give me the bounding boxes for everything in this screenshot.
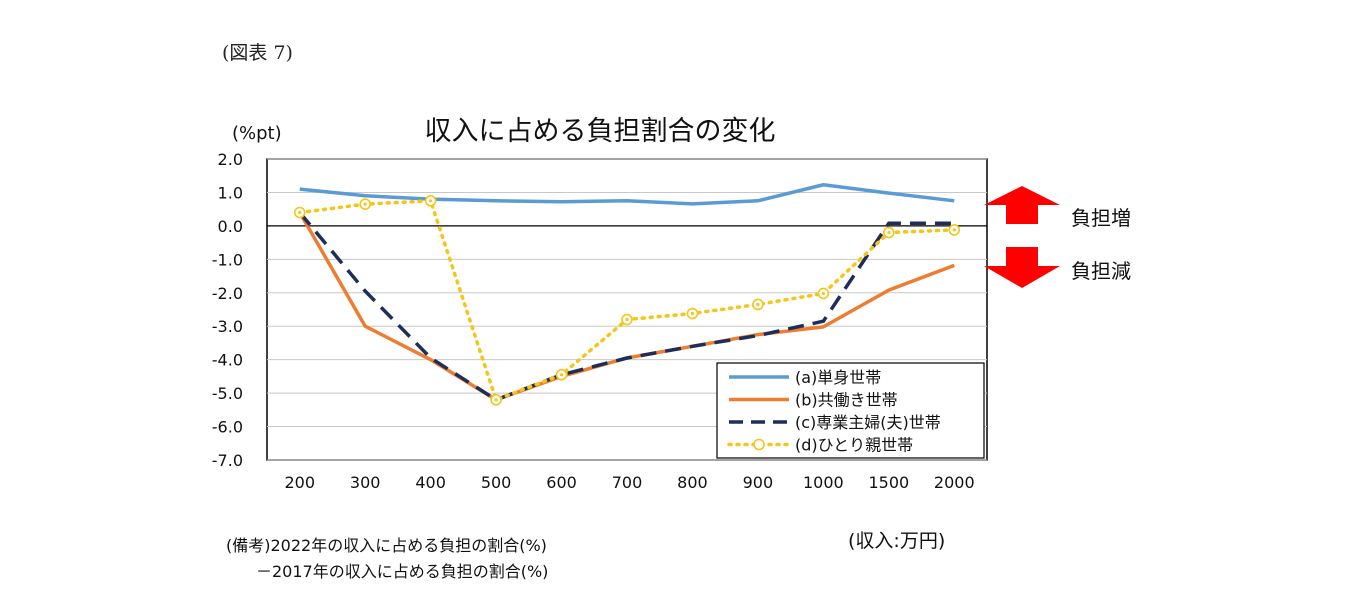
y-tick-label: -2.0 [212, 284, 243, 303]
legend-label: (a)単身世帯 [795, 368, 881, 387]
data-point-core [429, 199, 433, 203]
legend: (a)単身世帯 (b)共働き世帯 (c)専業主婦(夫)世帯 (d)ひとり親世帯 [716, 362, 985, 459]
data-point-core [756, 302, 760, 307]
data-point-core [887, 230, 891, 235]
footnote: (備考)2022年の収入に占める負担の割合(%) －2017年の収入に占める負担の… [226, 533, 548, 585]
y-tick-label: -3.0 [212, 317, 243, 336]
y-tick-label: 1.0 [218, 183, 243, 202]
x-tick-label: 2000 [934, 473, 975, 492]
data-point-core [298, 210, 302, 215]
footnote-line-1: (備考)2022年の収入に占める負担の割合(%) [226, 536, 547, 555]
x-tick-label: 600 [546, 473, 577, 492]
y-axis-unit: (%pt) [232, 123, 282, 144]
x-tick-label: 1000 [803, 473, 844, 492]
y-tick-label: -5.0 [212, 384, 243, 403]
legend-label: (b)共働き世帯 [795, 391, 898, 410]
footnote-line-2: －2017年の収入に占める負担の割合(%) [256, 562, 549, 581]
legend-label: (d)ひとり親世帯 [795, 436, 913, 455]
chart-title: 収入に占める負担割合の変化 [425, 116, 776, 147]
x-tick-label: 500 [481, 473, 512, 492]
data-point-core [363, 202, 367, 206]
x-tick-labels: 200 300 400 500 600 700 800 900 1000 1500 2000 [284, 473, 974, 492]
data-point-core [625, 317, 629, 322]
increase-label: 負担増 [1071, 206, 1131, 230]
x-axis-unit: (収入:万円) [848, 530, 946, 552]
data-point-core [559, 373, 564, 377]
series-lines [293, 183, 961, 406]
series-line [299, 183, 955, 206]
y-tick-label: -7.0 [212, 451, 243, 470]
y-tick-label: -1.0 [212, 250, 243, 269]
y-tick-label: 2.0 [218, 150, 243, 169]
y-tick-label: -6.0 [212, 418, 243, 437]
y-tick-label: 0.0 [218, 217, 243, 236]
x-tick-label: 900 [743, 473, 774, 492]
data-point-core [690, 311, 695, 316]
figure-label: (図表 7) [222, 42, 293, 64]
x-tick-label: 400 [415, 473, 446, 492]
legend-marker [753, 438, 765, 451]
x-tick-label: 300 [350, 473, 381, 492]
increase-arrow-icon [984, 186, 1060, 224]
x-tick-label: 800 [677, 473, 708, 492]
x-tick-label: 200 [284, 473, 315, 492]
data-point-core [952, 228, 956, 232]
legend-label: (c)専業主婦(夫)世帯 [795, 413, 941, 432]
data-point-core [821, 291, 825, 296]
y-tick-label: -4.0 [212, 351, 243, 370]
x-tick-label: 700 [612, 473, 643, 492]
decrease-label: 負担減 [1071, 259, 1131, 283]
decrease-arrow-icon [984, 247, 1060, 288]
x-tick-label: 1500 [868, 473, 909, 492]
y-tick-labels: 2.0 1.0 0.0 -1.0 -2.0 -3.0 -4.0 -5.0 -6.0 -7.0 [212, 150, 243, 470]
data-point-core [494, 398, 498, 402]
series-line [298, 211, 955, 402]
